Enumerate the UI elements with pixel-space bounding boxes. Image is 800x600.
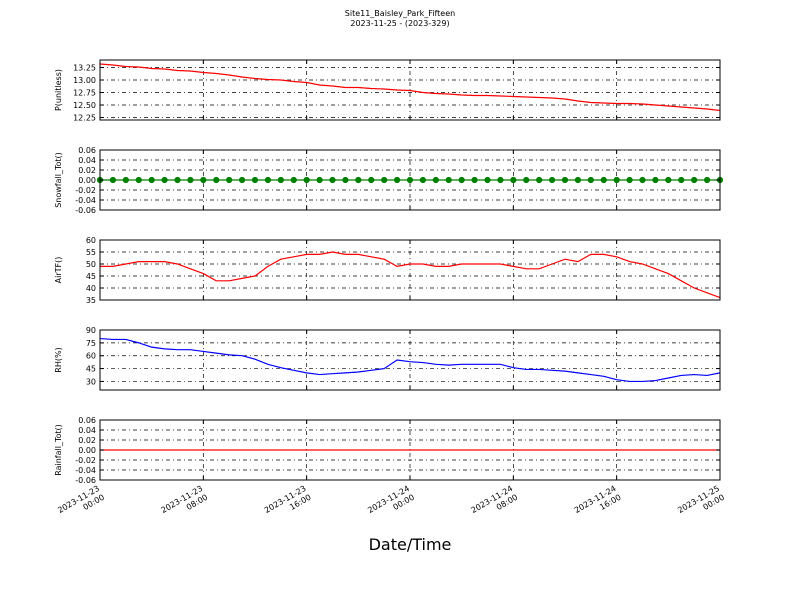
y-tick-label: 0.04 (78, 426, 96, 435)
data-point (264, 176, 272, 184)
data-point (458, 176, 465, 184)
data-point (574, 176, 582, 184)
data-point (200, 176, 207, 184)
y-tick-label: 0.02 (78, 436, 96, 445)
y-tick-label: 40 (86, 284, 96, 293)
y-axis-label: Snowfall_Tot() (54, 152, 63, 208)
x-axis-label: Date/Time (369, 535, 452, 554)
data-point (381, 176, 388, 184)
data-point (600, 176, 607, 184)
data-point (226, 176, 233, 184)
y-tick-label: 90 (86, 326, 96, 335)
y-tick-label: 75 (86, 339, 96, 348)
y-tick-label: 13.25 (73, 64, 96, 73)
y-tick-label: 35 (86, 296, 96, 305)
data-point (665, 176, 672, 184)
data-point (548, 176, 556, 184)
y-tick-label: -0.02 (75, 456, 96, 465)
data-point (406, 176, 414, 184)
data-point (419, 176, 427, 184)
data-line (100, 251, 721, 299)
data-point (122, 176, 129, 184)
data-point (290, 176, 297, 184)
data-point (510, 176, 517, 184)
data-point (251, 176, 259, 184)
y-tick-label: 50 (86, 260, 96, 269)
y-tick-label: -0.02 (75, 186, 96, 195)
data-point (109, 176, 117, 184)
y-tick-label: 60 (86, 352, 96, 361)
y-axis-label: Rainfall_Tot() (54, 424, 63, 476)
data-point (303, 176, 310, 184)
data-point (277, 176, 284, 184)
y-axis-label: RH(%) (54, 347, 63, 372)
y-tick-label: -0.04 (75, 196, 96, 205)
y-tick-label: 0.00 (78, 446, 96, 455)
y-tick-label: 0.00 (78, 176, 96, 185)
data-point (135, 176, 142, 184)
y-tick-label: 12.75 (73, 89, 96, 98)
data-point (678, 176, 685, 184)
data-point (652, 176, 659, 184)
data-line (99, 63, 721, 112)
data-point (213, 176, 220, 184)
chart-title: Site11_Baisley_Park_Fifteen (345, 9, 455, 18)
data-point (342, 176, 349, 184)
y-tick-label: 12.50 (73, 101, 96, 110)
data-point (368, 176, 375, 184)
data-point (161, 176, 168, 184)
y-tick-label: 55 (86, 248, 96, 257)
data-line (99, 337, 721, 383)
data-point (703, 176, 711, 184)
data-point (497, 176, 504, 184)
y-axis-label: P(unitless) (54, 69, 63, 111)
data-point (536, 176, 543, 184)
data-point (329, 176, 336, 184)
y-tick-label: 0.02 (78, 166, 96, 175)
data-point (587, 176, 594, 184)
data-point (432, 176, 439, 184)
data-point (484, 176, 491, 184)
y-tick-label: 45 (86, 272, 96, 281)
data-point (523, 176, 530, 184)
data-point (626, 176, 633, 184)
data-point (561, 176, 569, 184)
data-point (691, 176, 698, 184)
y-tick-label: -0.06 (75, 476, 96, 485)
y-tick-label: 0.06 (78, 416, 96, 425)
data-point (471, 176, 478, 184)
y-tick-label: 60 (86, 236, 96, 245)
y-tick-label: 0.04 (78, 156, 96, 165)
data-point (238, 176, 246, 184)
y-tick-label: 0.06 (78, 146, 96, 155)
y-tick-label: -0.06 (75, 206, 96, 215)
data-point (355, 176, 362, 184)
data-point (613, 176, 620, 184)
y-tick-label: -0.04 (75, 466, 96, 475)
data-point (148, 176, 155, 184)
data-point (639, 176, 646, 184)
chart-subtitle: 2023-11-25 - (2023-329) (350, 19, 449, 28)
y-tick-label: 12.25 (73, 114, 96, 123)
y-tick-label: 45 (86, 365, 96, 374)
data-point (316, 176, 323, 184)
data-point (187, 176, 194, 184)
y-axis-label: AirTF() (54, 257, 63, 284)
y-tick-label: 13.00 (73, 76, 96, 85)
data-point (174, 176, 181, 184)
data-point (445, 176, 452, 184)
y-tick-label: 30 (86, 377, 96, 386)
data-point (393, 176, 401, 184)
